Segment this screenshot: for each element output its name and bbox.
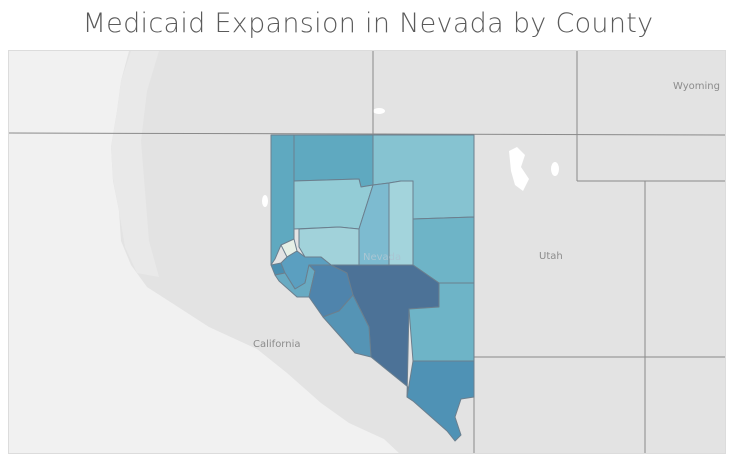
county-esmeralda[interactable] bbox=[322, 294, 372, 358]
map-title: Medicaid Expansion in Nevada by County bbox=[82, 8, 654, 39]
label-california: California bbox=[253, 339, 301, 350]
lake-small-3 bbox=[262, 195, 268, 207]
border-42nd-parallel bbox=[9, 132, 725, 136]
map-svg[interactable]: Wyoming Utah California Nevada bbox=[9, 51, 726, 454]
county-clark[interactable] bbox=[406, 360, 475, 442]
lake-small-2 bbox=[373, 108, 385, 114]
map-canvas[interactable]: Wyoming Utah California Nevada bbox=[8, 50, 726, 454]
label-wyoming: Wyoming bbox=[673, 81, 720, 92]
lake-small-1 bbox=[551, 162, 559, 176]
county-humboldt[interactable] bbox=[293, 134, 374, 188]
label-utah: Utah bbox=[539, 251, 563, 262]
coast-shading bbox=[111, 51, 159, 277]
great-salt-lake bbox=[509, 147, 529, 191]
label-nevada: Nevada bbox=[363, 252, 401, 263]
